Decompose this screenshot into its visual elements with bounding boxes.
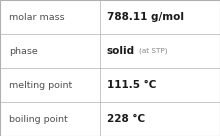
Text: molar mass: molar mass: [9, 13, 64, 21]
Text: 788.11 g/mol: 788.11 g/mol: [107, 12, 184, 22]
Text: solid: solid: [107, 46, 135, 56]
Text: phase: phase: [9, 47, 38, 55]
Text: 228 °C: 228 °C: [107, 114, 145, 124]
Text: melting point: melting point: [9, 81, 72, 89]
Text: (at STP): (at STP): [139, 48, 167, 54]
Text: 111.5 °C: 111.5 °C: [107, 80, 156, 90]
Text: boiling point: boiling point: [9, 115, 68, 123]
